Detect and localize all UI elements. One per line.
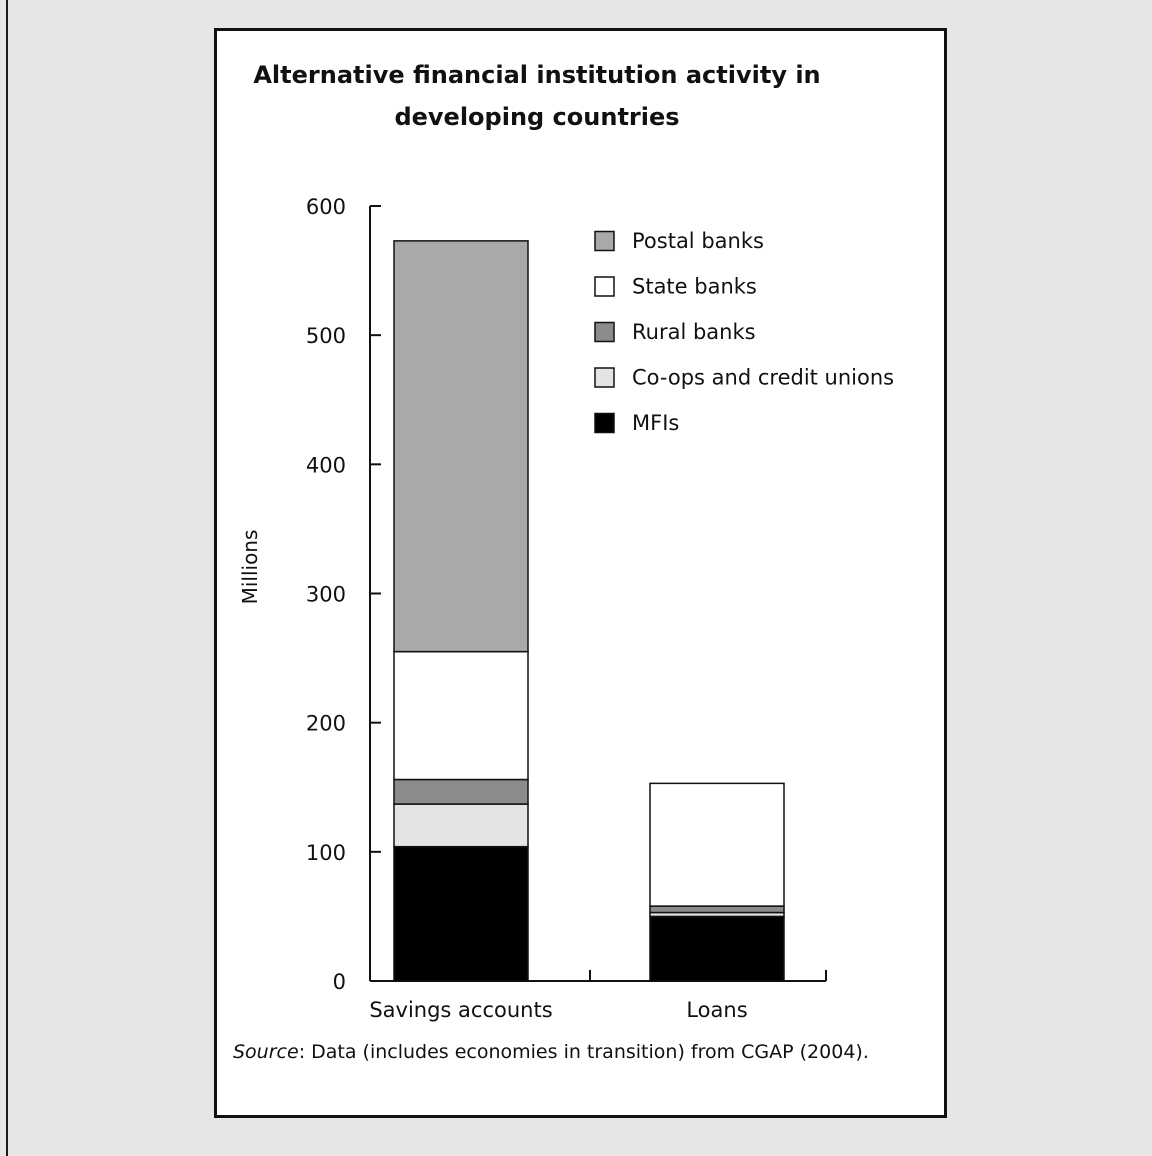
legend-label-state: State banks	[632, 275, 757, 299]
legend-label-coops: Co-ops and credit unions	[632, 366, 894, 390]
source-text: : Data (includes economies in transition…	[299, 1041, 869, 1063]
bar-segment-state	[649, 782, 785, 907]
legend-swatch-mfis	[594, 412, 615, 434]
bar-segment-rural	[649, 905, 785, 914]
legend-swatch-postal	[594, 230, 615, 252]
bar-segment-coops	[393, 803, 529, 848]
bar-stack-loans	[649, 782, 785, 982]
y-tick-label: 200	[306, 712, 346, 736]
bar-stack-savings-accounts	[393, 240, 529, 982]
chart-frame: Alternative financial institution activi…	[214, 28, 947, 1118]
bar-segment-postal	[393, 240, 529, 653]
bars: Savings accounts Loans	[369, 240, 785, 1022]
legend-label-mfis: MFIs	[632, 411, 679, 435]
legend: Postal banks State banks Rural banks Co-ops…	[594, 229, 894, 435]
source-note: Source: Data (includes economies in tran…	[233, 1041, 869, 1063]
bar-segment-rural	[393, 778, 529, 805]
y-tick-label: 600	[306, 195, 346, 219]
source-label: Source	[233, 1041, 299, 1063]
y-tick-label: 400	[306, 453, 346, 477]
x-category-label: Loans	[686, 998, 747, 1022]
y-tick-label: 0	[333, 970, 346, 994]
legend-label-postal: Postal banks	[632, 229, 764, 253]
bar-segment-mfis	[393, 845, 529, 982]
bar-segment-state	[393, 650, 529, 781]
y-axis-label: Millions	[238, 530, 262, 605]
chart-title-line-1: Alternative financial institution activi…	[253, 61, 820, 89]
legend-swatch-state	[594, 276, 615, 297]
legend-label-rural: Rural banks	[632, 320, 756, 344]
y-tick-label: 300	[306, 583, 346, 607]
bar-segment-mfis	[649, 915, 785, 982]
legend-swatch-rural	[594, 321, 615, 343]
y-tick-label: 500	[306, 324, 346, 348]
x-category-label: Savings accounts	[369, 998, 552, 1022]
y-tick-label: 100	[306, 841, 346, 865]
left-border-rule	[6, 0, 8, 1156]
chart-svg: Alternative financial institution activi…	[233, 61, 894, 1063]
legend-swatch-coops	[594, 367, 615, 388]
chart-title-line-2: developing countries	[394, 103, 679, 131]
